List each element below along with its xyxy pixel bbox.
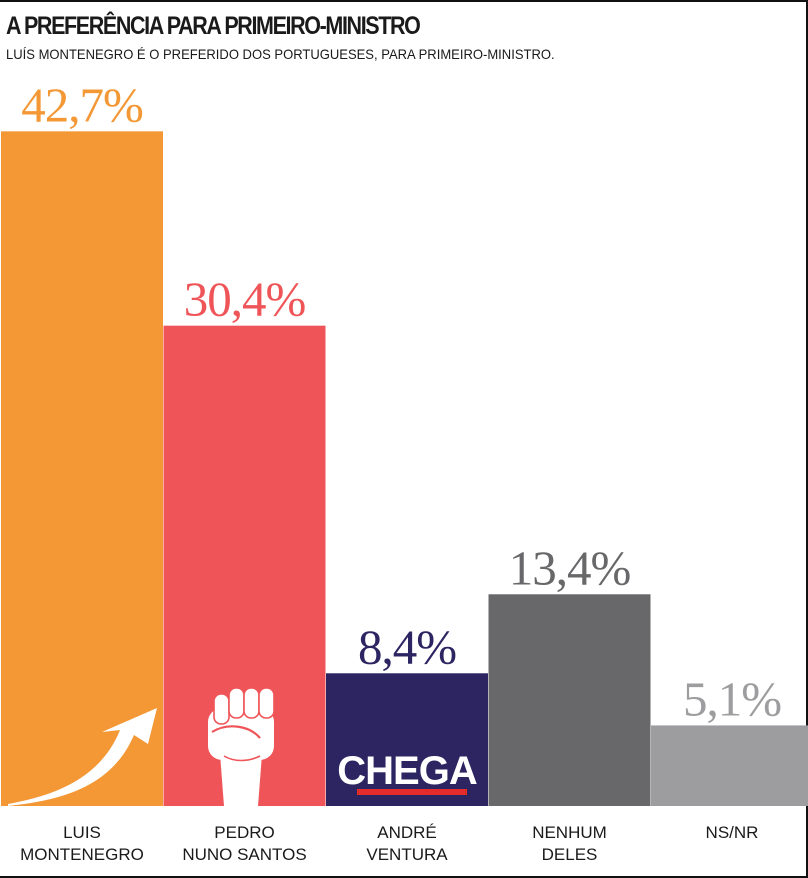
chart-title: A PREFERÊNCIA PARA PRIMEIRO-MINISTRO <box>6 12 421 40</box>
chega-logo-underline <box>357 789 467 795</box>
raised-fist-icon <box>208 687 275 806</box>
category-label-2: PEDRO NUNO SANTOS <box>182 823 306 864</box>
bar-5 <box>651 725 808 806</box>
category-label-line: MONTENEGRO <box>20 845 144 864</box>
value-labels-layer: 42,7% 30,4% 8,4% 13,4% 5,1% <box>21 77 782 726</box>
category-label-4: NENHUM DELES <box>532 823 607 864</box>
value-label-1: 42,7% <box>21 77 143 132</box>
category-label-line: DELES <box>542 845 598 864</box>
frame-right-border <box>806 0 808 878</box>
category-label-line: LUIS <box>63 823 101 842</box>
category-labels-layer: LUIS MONTENEGRO PEDRO NUNO SANTOS ANDRÉ VENTU… <box>20 823 758 864</box>
category-label-line: VENTURA <box>366 845 448 864</box>
chega-logo-text: CHEGA <box>337 749 477 793</box>
value-label-2: 30,4% <box>184 272 306 327</box>
bar-1 <box>1 131 163 807</box>
frame-top-border <box>0 0 808 2</box>
category-label-line: PEDRO <box>214 823 274 842</box>
bar-3 <box>326 673 488 806</box>
category-label-5: NS/NR <box>706 823 759 842</box>
bar-4 <box>488 594 651 806</box>
category-label-line: NENHUM <box>532 823 607 842</box>
chart-subtitle: LUÍS MONTENEGRO É O PREFERIDO DOS PORTUG… <box>6 46 555 62</box>
category-label-line: NS/NR <box>706 823 759 842</box>
arrow-up-icon <box>8 708 157 806</box>
value-label-5: 5,1% <box>683 671 781 726</box>
category-label-3: ANDRÉ VENTURA <box>366 823 448 864</box>
value-label-4: 13,4% <box>509 540 631 595</box>
bars-layer <box>1 131 808 807</box>
category-label-line: NUNO SANTOS <box>182 845 306 864</box>
category-label-line: ANDRÉ <box>377 823 437 842</box>
value-label-3: 8,4% <box>358 619 456 674</box>
frame-bottom-border <box>0 876 808 878</box>
icons-layer: CHEGA <box>8 687 478 806</box>
category-label-1: LUIS MONTENEGRO <box>20 823 144 864</box>
chega-logo: CHEGA <box>337 749 478 795</box>
